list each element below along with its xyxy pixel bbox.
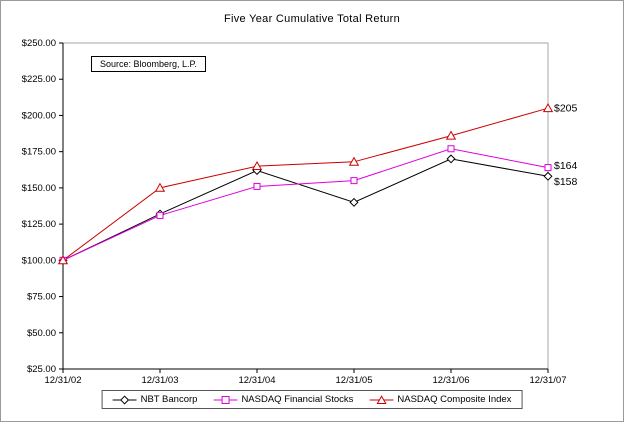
diamond-marker-nbt-bancorp (349, 197, 359, 207)
y-tick-label: $150.00 (22, 183, 56, 194)
triangle-marker-nasdaq-composite-index (542, 102, 554, 113)
x-tick-label: 12/31/03 (142, 375, 179, 386)
legend-item-nasdaq-composite-index: NASDAQ Composite Index (369, 394, 511, 405)
triangle-marker-nasdaq-composite-index (57, 255, 69, 265)
series-line-nbt-bancorp (62, 158, 549, 261)
legend-label-nasdaq-financial-stocks: NASDAQ Financial Stocks (241, 394, 354, 405)
y-tick-label: $250.00 (22, 38, 56, 49)
diamond-marker-nbt-bancorp (446, 154, 456, 164)
chart-title: Five Year Cumulative Total Return (223, 13, 400, 25)
legend-item-nasdaq-financial-stocks: NASDAQ Financial Stocks (213, 394, 353, 405)
x-tick-label: 12/31/04 (239, 375, 276, 386)
x-tick-label: 12/31/06 (433, 375, 470, 386)
y-tick-label: $175.00 (22, 147, 56, 158)
diamond-marker-nbt-bancorp (543, 171, 553, 181)
series-end-label-nbt-bancorp: $158 (554, 176, 578, 188)
x-tick-label: 12/31/02 (45, 375, 82, 386)
source-note: Source: Bloomberg, L.P. (91, 56, 206, 72)
x-tick-label: 12/31/05 (336, 375, 373, 386)
square-marker-icon (213, 395, 238, 404)
series-end-label-nasdaq-financial-stocks: $164 (554, 160, 578, 172)
y-tick-label: $25.00 (27, 364, 56, 375)
y-tick-label: $50.00 (27, 328, 56, 339)
y-tick-label: $100.00 (22, 255, 56, 266)
square-marker-nasdaq-financial-stocks (253, 182, 261, 190)
series-line-nasdaq-financial-stocks (62, 148, 549, 261)
legend: NBT Bancorp NASDAQ Financial Stocks NASD… (101, 390, 523, 409)
triangle-marker-nasdaq-composite-index (154, 182, 166, 192)
y-tick-label: $200.00 (22, 110, 56, 121)
triangle-marker-nasdaq-composite-index (348, 156, 360, 166)
square-marker-nasdaq-financial-stocks (544, 164, 552, 172)
triangle-marker-icon (369, 394, 394, 404)
triangle-marker-nasdaq-composite-index (445, 130, 457, 140)
x-tick-label: 12/31/07 (530, 375, 567, 386)
y-tick-label: $125.00 (22, 219, 56, 230)
diamond-marker-icon (112, 394, 137, 405)
square-marker-nasdaq-financial-stocks (350, 177, 358, 185)
legend-label-nasdaq-composite-index: NASDAQ Composite Index (397, 394, 512, 405)
triangle-marker-nasdaq-composite-index (251, 160, 263, 171)
y-tick-label: $75.00 (27, 292, 56, 303)
square-marker-nasdaq-financial-stocks (447, 145, 455, 153)
series-end-label-nasdaq-composite-index: $205 (554, 103, 578, 115)
y-tick-label: $225.00 (22, 74, 56, 85)
legend-label-nbt-bancorp: NBT Bancorp (140, 394, 198, 405)
legend-item-nbt-bancorp: NBT Bancorp (112, 394, 198, 405)
series-line-nasdaq-composite-index (62, 107, 549, 261)
square-marker-nasdaq-financial-stocks (156, 211, 164, 219)
